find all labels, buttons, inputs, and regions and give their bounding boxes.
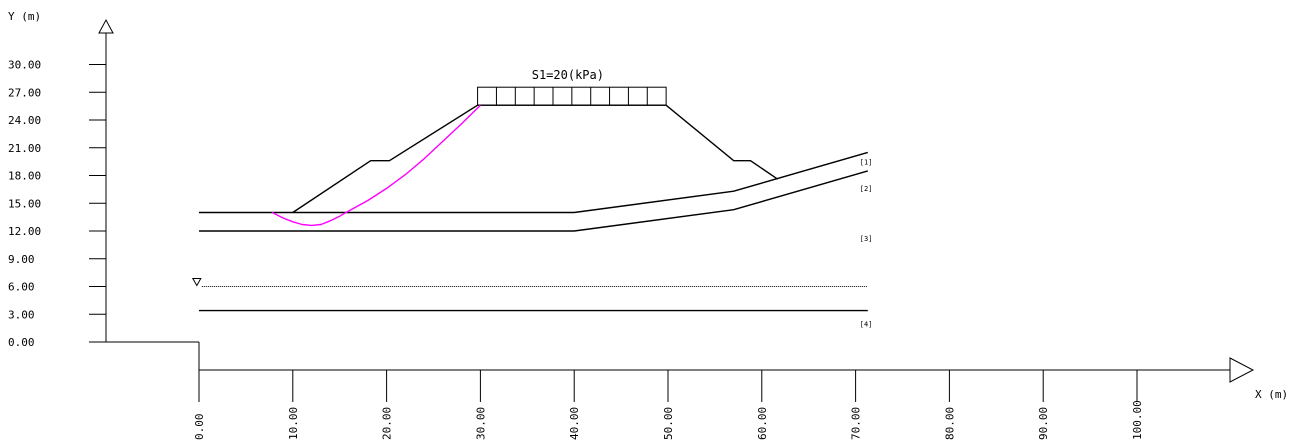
slope-model: S1=20(kPa) [1] [2] [3] [4]: [191, 68, 873, 328]
y-tick-label: 24.00: [8, 114, 41, 127]
surcharge-load-label: S1=20(kPa): [532, 68, 604, 82]
y-tick-label: 15.00: [8, 197, 41, 210]
x-tick-label: 40.00: [568, 407, 581, 440]
x-tick-label: 90.00: [1037, 407, 1050, 440]
x-tick-label: 100.00: [1131, 400, 1144, 440]
layer-label: [4]: [860, 320, 873, 328]
y-axis-arrow-icon: [98, 18, 114, 34]
x-tick-label: 30.00: [474, 407, 487, 440]
y-tick-label: 3.00: [8, 308, 35, 321]
layer-label: [1]: [860, 158, 873, 166]
y-tick-label: 0.00: [8, 336, 35, 349]
axes: Y (m) X (m): [8, 10, 1288, 401]
y-tick-label: 6.00: [8, 281, 35, 294]
water-table-icon: [191, 278, 202, 287]
layer-label: [3]: [860, 235, 873, 243]
x-tick-label: 20.00: [381, 407, 394, 440]
x-tick-label: 80.00: [943, 407, 956, 440]
y-tick-label: 30.00: [8, 59, 41, 72]
x-tick-label: 10.00: [287, 407, 300, 440]
x-tick-label: 60.00: [756, 407, 769, 440]
x-tick-label: 50.00: [662, 407, 675, 440]
embankment-outline: [292, 104, 779, 214]
y-ticks: 0.00 3.00 6.00 9.00 12.00 15.00 18.00 21.00 24.0…: [8, 59, 106, 349]
y-tick-label: 18.00: [8, 170, 41, 183]
layer-label: [2]: [860, 185, 873, 193]
critical-slip-surface: [271, 104, 481, 227]
y-tick-label: 27.00: [8, 86, 41, 99]
y-tick-label: 9.00: [8, 253, 35, 266]
x-tick-label: 70.00: [850, 407, 863, 440]
x-axis-title: X (m): [1255, 388, 1288, 401]
x-axis-arrow-icon: [1229, 357, 1255, 383]
x-ticks: 0.00 10.00 20.00 30.00 40.00 50.00 60.00 70.00 8…: [193, 370, 1144, 440]
layer-boundary-interface-2-3: [199, 170, 868, 232]
y-tick-label: 12.00: [8, 225, 41, 238]
y-axis-title: Y (m): [8, 10, 41, 23]
layer-boundary-top: [199, 151, 868, 214]
x-tick-label: 0.00: [193, 414, 206, 441]
y-tick-label: 21.00: [8, 142, 41, 155]
